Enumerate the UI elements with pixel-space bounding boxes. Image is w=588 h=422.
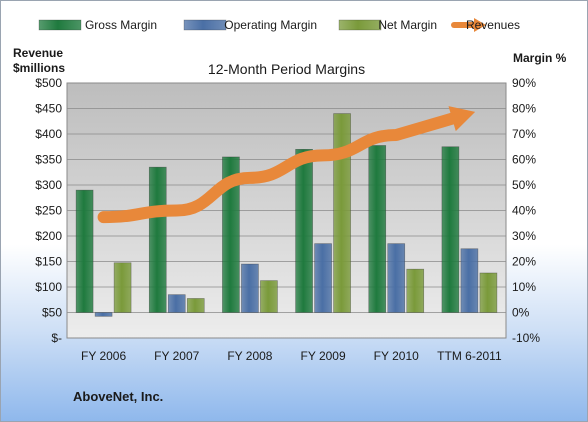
legend-arrowhead-revenues	[474, 18, 486, 32]
left-tick-label: $300	[35, 178, 62, 192]
bar-net-margin	[479, 272, 498, 313]
right-tick-label: 40%	[512, 204, 536, 218]
left-axis-title-line2: $millions	[13, 61, 65, 75]
x-tick-label: FY 2009	[301, 349, 346, 363]
left-tick-label: $500	[35, 76, 62, 90]
left-tick-label: $50	[42, 306, 62, 320]
bar-net-margin	[406, 268, 425, 313]
left-tick-label: $450	[35, 102, 62, 116]
right-tick-label: 70%	[512, 127, 536, 141]
bar-gross-margin	[368, 145, 387, 313]
left-tick-label: $100	[35, 280, 62, 294]
bar-net-margin	[113, 262, 132, 313]
left-axis-title-line1: Revenue	[13, 46, 63, 60]
revenues-line	[97, 112, 459, 224]
right-tick-label: 60%	[512, 153, 536, 167]
revenues-arrowhead	[448, 106, 476, 132]
left-tick-label: $150	[35, 255, 62, 269]
left-tick-label: $200	[35, 229, 62, 243]
x-tick-label: FY 2010	[374, 349, 419, 363]
bar-operating-margin	[167, 294, 186, 313]
bar-gross-margin	[148, 166, 167, 313]
bar-operating-margin	[241, 263, 259, 313]
bar-operating-margin	[314, 243, 332, 313]
bar-gross-margin	[295, 149, 313, 313]
right-tick-label: 90%	[512, 76, 536, 90]
right-tick-label: -10%	[512, 331, 540, 345]
chart-title: 12-Month Period Margins	[208, 61, 365, 77]
legend-label-operating-margin: Operating Margin	[224, 18, 317, 32]
left-tick-label: $350	[35, 153, 62, 167]
bar-net-margin	[333, 113, 351, 313]
bar-operating-margin	[387, 243, 406, 313]
left-tick-label: $400	[35, 127, 62, 141]
bar-operating-margin	[94, 312, 113, 317]
right-tick-label: 30%	[512, 229, 536, 243]
legend-swatch-gross-margin	[38, 19, 82, 31]
x-tick-label: FY 2007	[154, 349, 199, 363]
legend-label-revenues: Revenues	[466, 18, 520, 32]
right-tick-label: 50%	[512, 178, 536, 192]
bar-operating-margin	[460, 248, 479, 313]
legend-label-net-margin: Net Margin	[378, 18, 437, 32]
x-tick-label: TTM 6-2011	[437, 349, 502, 363]
legend-swatch-net-margin	[338, 19, 382, 31]
legend-swatch-operating-margin	[183, 19, 227, 31]
company-name: AboveNet, Inc.	[73, 389, 164, 404]
right-tick-label: 20%	[512, 255, 536, 269]
bar-gross-margin	[441, 146, 460, 313]
x-tick-label: FY 2008	[227, 349, 272, 363]
right-axis-title: Margin %	[513, 51, 567, 65]
x-tick-label: FY 2006	[81, 349, 126, 363]
right-tick-label: 80%	[512, 102, 536, 116]
bar-net-margin	[186, 298, 205, 313]
bar-net-margin	[260, 280, 278, 313]
left-tick-label: $-	[51, 331, 62, 345]
bar-gross-margin	[222, 156, 240, 313]
right-tick-label: 10%	[512, 280, 536, 294]
right-tick-label: 0%	[512, 306, 530, 320]
bar-gross-margin	[75, 189, 94, 313]
left-tick-label: $250	[35, 204, 62, 218]
legend-label-gross-margin: Gross Margin	[85, 18, 157, 32]
